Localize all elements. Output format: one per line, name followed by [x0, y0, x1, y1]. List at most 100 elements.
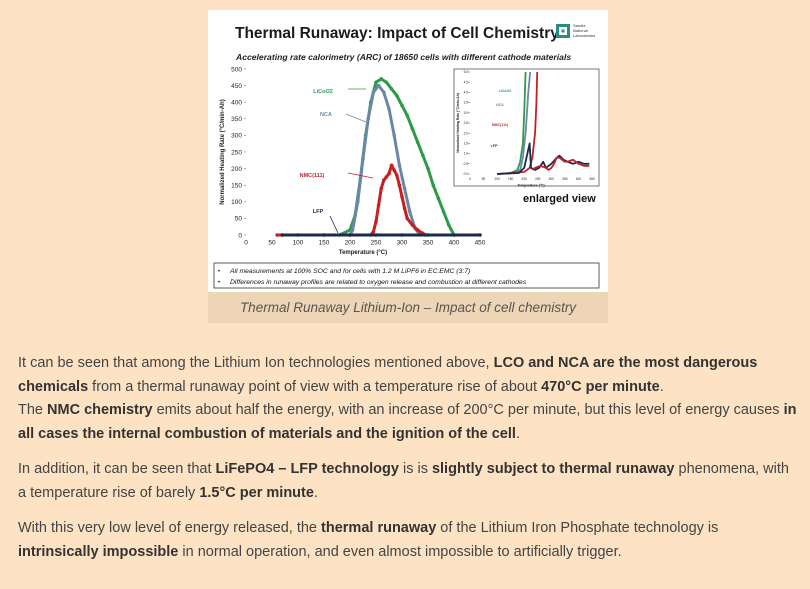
main-data-point-licoo2	[421, 153, 425, 158]
main-series-label-nmc-111-: NMC(111)	[300, 173, 325, 179]
inset-x-tick-label: 0	[469, 177, 471, 181]
figure-caption: Thermal Runaway Lithium-Ion – Impact of …	[208, 292, 608, 323]
main-y-tick-label: 200	[231, 166, 242, 173]
logo-text-1: Sandia	[573, 23, 586, 28]
main-series-arrow-nca	[345, 113, 367, 123]
inset-series-line-unnamed	[531, 156, 590, 171]
main-data-point-nca	[382, 90, 386, 95]
main-data-point-licoo2	[441, 209, 446, 214]
main-data-point-nca	[366, 117, 370, 121]
main-data-point-nca	[387, 107, 391, 111]
p1-bold-2: 470°C per minute	[541, 378, 660, 395]
main-data-point-nmc-111-	[405, 216, 409, 221]
main-y-tick-label: 50	[235, 216, 243, 223]
paragraph-1: It can be seen that among the Lithium Io…	[18, 352, 798, 446]
main-y-tick-label: 150	[231, 182, 242, 189]
main-series-arrow-lfp	[329, 215, 339, 234]
inset-x-tick-label: 200	[522, 177, 528, 181]
main-data-point-nmc-111-	[379, 186, 383, 191]
note-1: All measurements at 100% SOC and for cel…	[229, 268, 470, 275]
main-data-point-licoo2	[436, 196, 441, 201]
p1-text-5: emits about half the energy, with an inc…	[152, 402, 784, 418]
inset-x-axis-label: Temperature (°C)	[517, 183, 544, 187]
main-data-point-nmc-111-	[275, 233, 279, 237]
inset-series-label-nca: NCA	[496, 103, 504, 107]
main-data-point-nmc-111-	[397, 183, 402, 187]
inset-chart: 0.0 0.5 1.0 1.5 2.0 2.5 3.0 3.5 4.0 4.5 5.0 0 50 100 1…	[453, 68, 600, 187]
main-x-tick-label: 350	[423, 240, 434, 247]
main-x-tick-label: 50	[268, 240, 276, 247]
p3-bold-2: intrinsically impossible	[18, 543, 179, 560]
main-data-point-nmc-111-	[382, 178, 386, 183]
p1-text-4: The	[18, 402, 48, 418]
inset-x-tick-label: 250	[535, 177, 541, 181]
main-data-point-nmc-111-	[392, 168, 396, 173]
inset-series-line-nmc-111-	[497, 71, 539, 175]
p1-text-3: .	[659, 378, 664, 395]
inset-y-tick-label: 0.0	[464, 172, 469, 176]
inset-y-tick-label: 3.0	[464, 111, 469, 115]
main-data-point-nmc-111-	[389, 163, 394, 168]
enlarged-view-label: enlarged view	[523, 193, 596, 205]
main-x-tick-label: 250	[371, 240, 382, 247]
inset-x-tick-label: 300	[549, 177, 555, 181]
main-data-point-nmc-111-	[410, 223, 415, 227]
inset-y-tick-label: 4.5	[464, 80, 469, 84]
main-series-label-nca: NCA	[320, 112, 332, 118]
p2-text-2: is is	[398, 461, 432, 477]
main-data-point-licoo2	[374, 80, 378, 85]
main-x-tick-label: 300	[397, 240, 408, 247]
main-series-arrow-nmc-111-	[347, 172, 374, 179]
inset-y-tick-label: 2.0	[464, 131, 469, 135]
main-y-tick-label: 250	[231, 149, 242, 156]
main-y-tick-label: 400	[231, 99, 242, 106]
inset-y-tick-label: 1.5	[464, 142, 469, 146]
main-x-tick-label: 0	[244, 240, 248, 247]
main-x-tick-label: 150	[319, 240, 330, 247]
p1-text-1: It can be seen that among the Lithium Io…	[18, 355, 494, 371]
main-data-point-nmc-111-	[402, 206, 407, 211]
p2-bold-3: 1.5°C per minute	[199, 484, 314, 501]
sandia-logo: Sandia National Laboratories	[556, 23, 595, 38]
main-data-point-licoo2	[410, 126, 415, 131]
main-data-point-nmc-111-	[371, 229, 376, 234]
main-x-tick-label: 400	[449, 240, 460, 247]
main-y-tick-label: 450	[231, 83, 242, 90]
main-data-point-nca	[361, 156, 365, 161]
inset-x-tick-label: 450	[589, 177, 595, 181]
inset-y-tick-label: 4.0	[464, 91, 469, 95]
main-data-point-licoo2	[400, 103, 404, 108]
main-data-point-nca	[402, 186, 407, 191]
main-y-tick-label: 350	[231, 116, 242, 123]
main-data-point-licoo2	[415, 140, 420, 144]
main-data-point-nmc-111-	[400, 195, 404, 199]
p3-text-2: of the Lithium Iron Phosphate technology…	[436, 520, 719, 536]
thermal-runaway-figure: Thermal Runaway: Impact of Cell Chemistr…	[208, 10, 608, 323]
p3-text-3: in normal operation, and even almost imp…	[178, 543, 622, 560]
main-series-label-lfp: LFP	[313, 209, 324, 215]
inset-y-tick-label: 0.5	[464, 162, 469, 166]
inset-y-tick-label: 1.0	[464, 152, 469, 156]
paragraph-2: In addition, it can be seen that LiFePO4…	[18, 458, 798, 505]
main-data-point-licoo2	[379, 77, 383, 81]
p1-bold-4: in all cases the internal combustion of …	[18, 402, 797, 442]
main-data-point-nca	[397, 163, 402, 168]
main-data-point-nmc-111-	[374, 219, 378, 224]
main-data-point-nca	[356, 200, 360, 204]
main-data-point-licoo2	[384, 80, 389, 85]
main-data-point-licoo2	[405, 113, 409, 118]
inset-x-tick-label: 150	[508, 177, 514, 181]
p2-bold-1: LiFePO4 – LFP technology	[215, 461, 399, 477]
inset-series-label-lfp: LFP	[491, 144, 498, 148]
main-data-point-nca	[392, 133, 396, 138]
main-data-point-licoo2	[426, 166, 430, 171]
article-body: It can be seen that among the Lithium Io…	[18, 352, 798, 574]
inset-y-tick-label: 5.0	[464, 70, 469, 74]
main-data-point-nmc-111-	[384, 175, 389, 179]
note-bullet-2: •	[218, 280, 220, 286]
main-data-point-nmc-111-	[376, 203, 381, 207]
inset-x-tick-label: 400	[576, 177, 582, 181]
main-x-tick-label: 200	[345, 240, 356, 247]
main-data-point-nmc-111-	[387, 171, 391, 176]
